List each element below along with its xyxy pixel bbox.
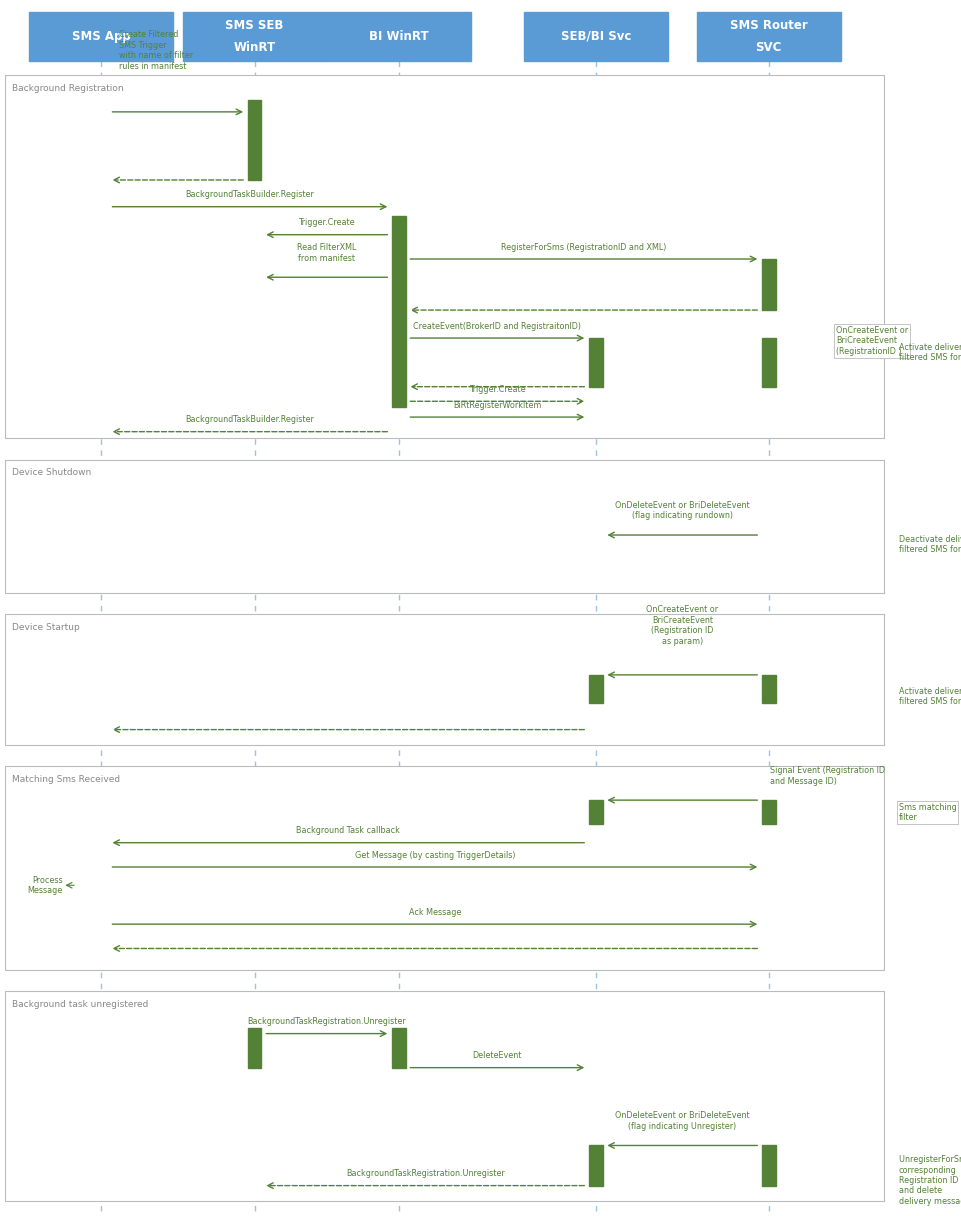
Text: UnregisterForSms for
corresponding
Registration ID
and delete
delivery messages: UnregisterForSms for corresponding Regis… xyxy=(899,1155,961,1206)
FancyBboxPatch shape xyxy=(5,991,884,1201)
Text: Process
Message: Process Message xyxy=(27,876,62,895)
Text: OnDeleteEvent or BriDeleteEvent
(flag indicating rundown): OnDeleteEvent or BriDeleteEvent (flag in… xyxy=(615,501,750,520)
Bar xyxy=(392,216,406,407)
Bar xyxy=(392,1028,406,1068)
Bar xyxy=(762,675,776,703)
Text: Get Message (by casting TriggerDetails): Get Message (by casting TriggerDetails) xyxy=(355,851,515,860)
Text: Device Shutdown: Device Shutdown xyxy=(12,468,90,477)
Text: BackgroundTaskBuilder.Register: BackgroundTaskBuilder.Register xyxy=(185,191,314,199)
Text: Read FilterXML
from manifest: Read FilterXML from manifest xyxy=(297,243,357,263)
Text: SEB/BI Svc: SEB/BI Svc xyxy=(560,30,631,43)
FancyBboxPatch shape xyxy=(5,766,884,970)
FancyBboxPatch shape xyxy=(29,12,173,61)
Bar xyxy=(762,800,776,824)
Text: Trigger.Create: Trigger.Create xyxy=(299,219,355,227)
Text: BackgroundTaskRegistration.Unregister: BackgroundTaskRegistration.Unregister xyxy=(247,1018,407,1026)
Text: Matching Sms Received: Matching Sms Received xyxy=(12,775,120,783)
Text: Ack Message: Ack Message xyxy=(408,908,461,917)
Text: BiRtRegisterWorkItem: BiRtRegisterWorkItem xyxy=(454,401,541,410)
Text: Signal Event (Registration ID
and Message ID): Signal Event (Registration ID and Messag… xyxy=(770,766,885,786)
FancyBboxPatch shape xyxy=(5,75,884,438)
Text: WinRT: WinRT xyxy=(234,40,276,54)
Text: Activate delivery of
filtered SMS for app: Activate delivery of filtered SMS for ap… xyxy=(899,687,961,706)
Text: Trigger.Create: Trigger.Create xyxy=(469,385,526,394)
Bar xyxy=(762,259,776,310)
Bar xyxy=(248,1028,261,1068)
Text: OnDeleteEvent or BriDeleteEvent
(flag indicating Unregister): OnDeleteEvent or BriDeleteEvent (flag in… xyxy=(615,1111,750,1131)
Bar xyxy=(589,338,603,387)
Text: Activate delivery of
filtered SMS for app: Activate delivery of filtered SMS for ap… xyxy=(899,343,961,362)
Text: Deactivate delivery of
filtered SMS for app: Deactivate delivery of filtered SMS for … xyxy=(899,535,961,554)
Text: SVC: SVC xyxy=(755,40,782,54)
Text: BI WinRT: BI WinRT xyxy=(369,30,429,43)
Bar xyxy=(589,675,603,703)
FancyBboxPatch shape xyxy=(327,12,471,61)
Text: Sms matching
filter: Sms matching filter xyxy=(899,803,956,822)
Text: Background Registration: Background Registration xyxy=(12,84,123,92)
FancyBboxPatch shape xyxy=(697,12,841,61)
Bar xyxy=(589,1145,603,1186)
Text: SMS App: SMS App xyxy=(71,30,131,43)
Bar xyxy=(762,338,776,387)
FancyBboxPatch shape xyxy=(524,12,668,61)
Text: SMS SEB: SMS SEB xyxy=(226,19,283,33)
Text: Background task unregistered: Background task unregistered xyxy=(12,1000,148,1008)
Text: OnCreateEvent or
BriCreateEvent
(RegistrationID ): OnCreateEvent or BriCreateEvent (Registr… xyxy=(836,326,908,356)
Bar xyxy=(248,100,261,180)
Text: BackgroundTaskBuilder.Register: BackgroundTaskBuilder.Register xyxy=(185,416,314,424)
Text: RegisterForSms (RegistrationID and XML): RegisterForSms (RegistrationID and XML) xyxy=(501,243,667,252)
Text: Device Startup: Device Startup xyxy=(12,623,79,631)
FancyBboxPatch shape xyxy=(5,460,884,593)
Text: CreateEvent(BrokerID and RegistraitonID): CreateEvent(BrokerID and RegistraitonID) xyxy=(413,322,581,331)
Bar xyxy=(762,1145,776,1186)
Text: Create Filtered
SMS Trigger
with name of filter
rules in manifest: Create Filtered SMS Trigger with name of… xyxy=(119,30,193,71)
Text: OnCreateEvent or
BriCreateEvent
(Registration ID
as param): OnCreateEvent or BriCreateEvent (Registr… xyxy=(646,606,719,646)
FancyBboxPatch shape xyxy=(183,12,327,61)
Bar xyxy=(589,800,603,824)
Text: DeleteEvent: DeleteEvent xyxy=(473,1052,522,1060)
Text: SMS Router: SMS Router xyxy=(730,19,807,33)
Text: Background Task callback: Background Task callback xyxy=(296,827,401,835)
Text: BackgroundTaskRegistration.Unregister: BackgroundTaskRegistration.Unregister xyxy=(346,1170,505,1178)
FancyBboxPatch shape xyxy=(5,614,884,745)
